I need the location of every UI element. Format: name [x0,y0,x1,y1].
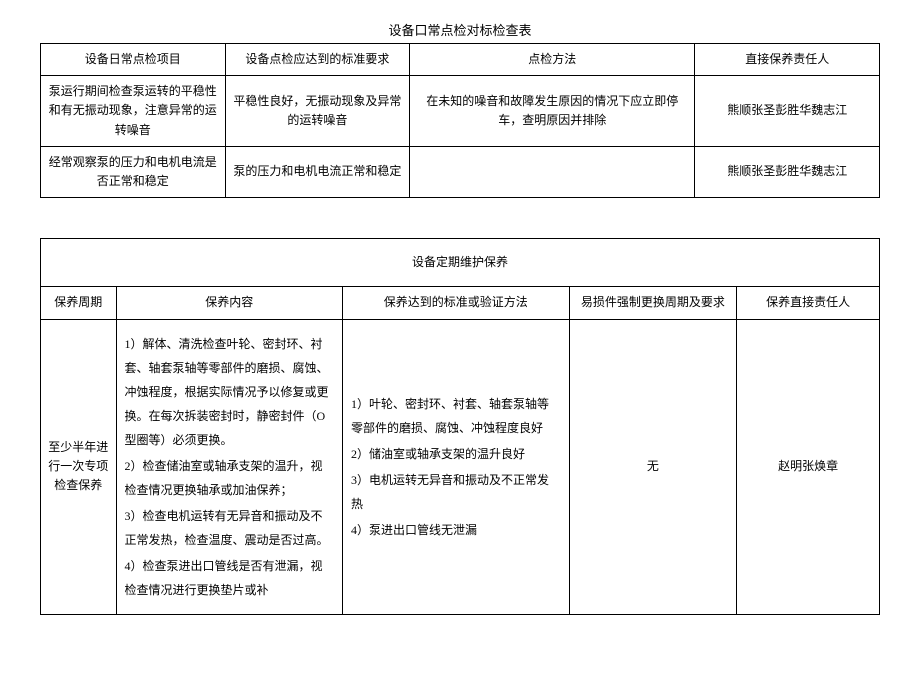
t1-row-1: 泵运行期间检查泵运转的平稳性和有无振动现象，注意异常的运转噪音 平稳性良好，无振… [41,76,880,147]
t2-c3-l2: 2）储油室或轴承支架的温升良好 [351,442,561,466]
t1-r2c4: 熊顺张圣彭胜华魏志江 [695,146,880,197]
t2-h5: 保养直接责任人 [737,287,880,319]
t2-body-row: 至少半年进行一次专项检查保养 1）解体、清洗检查叶轮、密封环、衬套、轴套泵轴等零… [41,319,880,614]
t1-r1c2: 平稳性良好，无振动现象及异常的运转噪音 [225,76,410,147]
maintenance-table: 设备定期维护保养 保养周期 保养内容 保养达到的标准或验证方法 易损件强制更换周… [40,238,880,614]
t2-title-row: 设备定期维护保养 [41,239,880,287]
t2-c5: 赵明张焕章 [737,319,880,614]
t2-c3-l4: 4）泵进出口管线无泄漏 [351,518,561,542]
t2-c2: 1）解体、清洗检查叶轮、密封环、衬套、轴套泵轴等零部件的磨损、腐蚀、冲蚀程度，根… [116,319,343,614]
t2-c2-l4: 4）检查泵进出口管线是否有泄漏，视检查情况进行更换垫片或补 [125,554,335,602]
t2-h1: 保养周期 [41,287,117,319]
t1-h1: 设备日常点检项目 [41,44,226,76]
t1-h2: 设备点检应达到的标准要求 [225,44,410,76]
t2-h2: 保养内容 [116,287,343,319]
t2-c2-l1: 1）解体、清洗检查叶轮、密封环、衬套、轴套泵轴等零部件的磨损、腐蚀、冲蚀程度，根… [125,332,335,452]
t2-c4: 无 [569,319,737,614]
t2-h4: 易损件强制更换周期及要求 [569,287,737,319]
table1-title: 设备口常点检对标检查表 [40,20,880,39]
t1-row-2: 经常观察泵的压力和电机电流是否正常和稳定 泵的压力和电机电流正常和稳定 熊顺张圣… [41,146,880,197]
t2-header-row: 保养周期 保养内容 保养达到的标准或验证方法 易损件强制更换周期及要求 保养直接… [41,287,880,319]
t1-r2c3 [410,146,695,197]
t2-h3: 保养达到的标准或验证方法 [343,287,570,319]
t1-r1c4: 熊顺张圣彭胜华魏志江 [695,76,880,147]
inspection-table: 设备日常点检项目 设备点检应达到的标准要求 点检方法 直接保养责任人 泵运行期间… [40,43,880,198]
t1-r1c1: 泵运行期间检查泵运转的平稳性和有无振动现象，注意异常的运转噪音 [41,76,226,147]
t2-c2-l2: 2）检查储油室或轴承支架的温升，视检查情况更换轴承或加油保养； [125,454,335,502]
t1-r1c3: 在未知的噪音和故障发生原因的情况下应立即停车，查明原因并排除 [410,76,695,147]
t2-top-title: 设备定期维护保养 [41,239,880,287]
t1-h4: 直接保养责任人 [695,44,880,76]
t2-c3: 1）叶轮、密封环、衬套、轴套泵轴等零部件的磨损、腐蚀、冲蚀程度良好 2）储油室或… [343,319,570,614]
t2-c2-l3: 3）检查电机运转有无异音和振动及不正常发热，检查温度、震动是否过高。 [125,504,335,552]
t1-r2c2: 泵的压力和电机电流正常和稳定 [225,146,410,197]
t2-c3-l1: 1）叶轮、密封环、衬套、轴套泵轴等零部件的磨损、腐蚀、冲蚀程度良好 [351,392,561,440]
t1-header-row: 设备日常点检项目 设备点检应达到的标准要求 点检方法 直接保养责任人 [41,44,880,76]
t1-h3: 点检方法 [410,44,695,76]
t2-c1: 至少半年进行一次专项检查保养 [41,319,117,614]
t2-c3-l3: 3）电机运转无异音和振动及不正常发热 [351,468,561,516]
t1-r2c1: 经常观察泵的压力和电机电流是否正常和稳定 [41,146,226,197]
